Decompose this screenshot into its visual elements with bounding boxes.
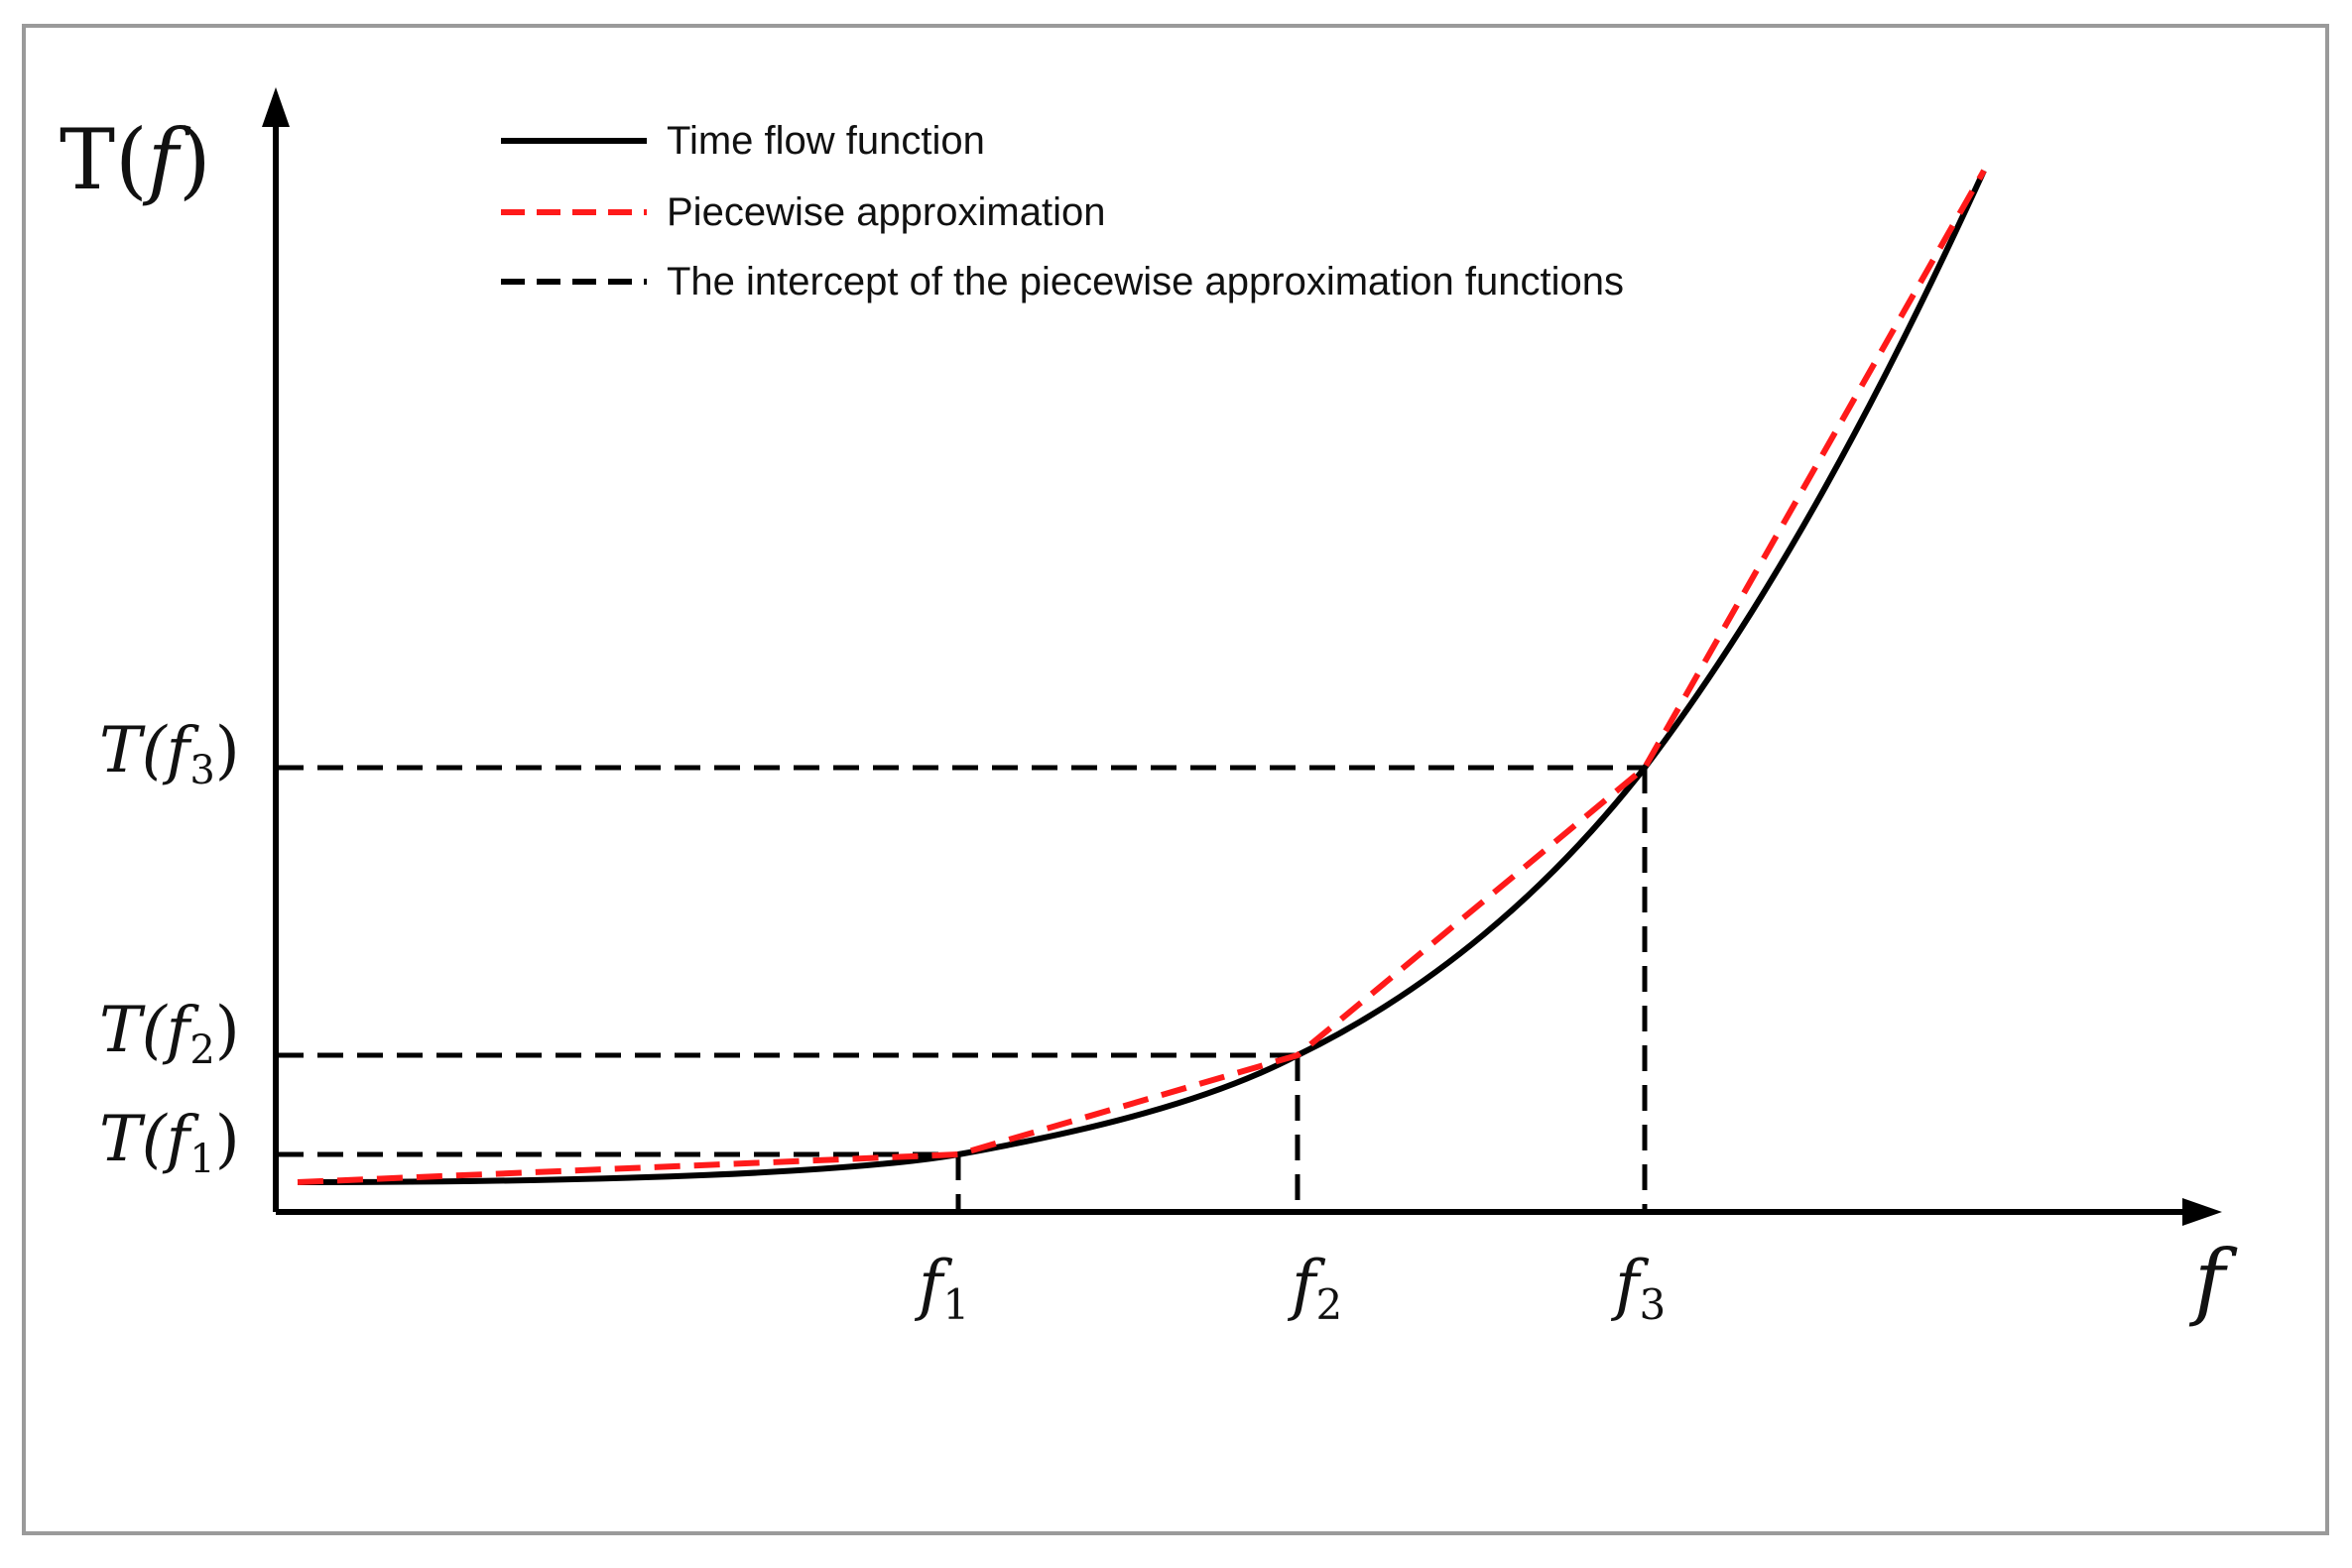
x-axis-label: f xyxy=(2188,1232,2238,1329)
x-label-f3: f3 xyxy=(1610,1247,1666,1329)
legend: Time flow function Piecewise approximati… xyxy=(501,119,1624,303)
x-label-f1: f1 xyxy=(914,1247,969,1329)
y-label-T-f1: T(f1) xyxy=(99,1103,240,1182)
y-label-T-f2: T(f2) xyxy=(99,994,240,1073)
intercept-guides xyxy=(278,765,1648,1210)
y-axis-label: T(f) xyxy=(60,111,211,208)
time-flow-curve xyxy=(297,169,1987,1185)
piecewise-approximation-line xyxy=(297,169,1987,1185)
legend-label-intercept: The intercept of the piecewise approxima… xyxy=(667,260,1624,303)
legend-label-piecewise: Piecewise approximation xyxy=(667,190,1105,234)
x-axis-arrow-icon xyxy=(2182,1198,2222,1226)
x-label-f2: f2 xyxy=(1287,1247,1342,1329)
figure-frame xyxy=(22,24,2329,1535)
y-label-T-f3: T(f3) xyxy=(99,714,240,793)
legend-label-time-flow: Time flow function xyxy=(667,119,985,163)
y-axis-arrow-icon xyxy=(262,87,290,127)
